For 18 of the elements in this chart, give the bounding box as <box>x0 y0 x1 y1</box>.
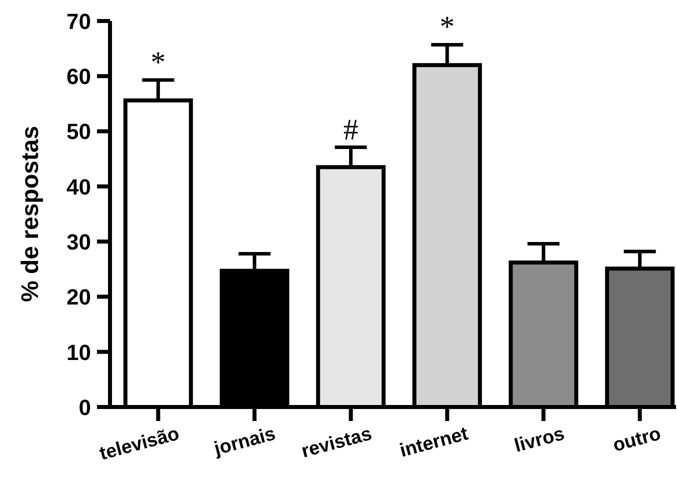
y-tick-label: 70 <box>66 8 91 34</box>
y-tick-label: 20 <box>66 284 91 310</box>
x-tick-label: jornais <box>211 424 278 460</box>
y-tick-label: 10 <box>66 340 91 365</box>
y-tick-label: 60 <box>66 64 91 90</box>
y-tick-label: 30 <box>66 229 91 254</box>
annotation: # <box>343 113 358 146</box>
y-axis-title: % de respostas <box>17 126 44 302</box>
y-tick-label: 40 <box>66 174 91 200</box>
y-tick-label: 50 <box>66 119 91 144</box>
annotation: * <box>440 10 455 44</box>
annotation: * <box>150 46 166 80</box>
x-tick-label: livros <box>512 424 567 457</box>
x-tick-label: outro <box>610 424 664 456</box>
y-tick-label: 0 <box>78 394 91 420</box>
x-tick-label: internet <box>398 423 472 462</box>
x-tick-label: televisão <box>97 424 182 465</box>
x-tick-label: revistas <box>299 424 374 462</box>
